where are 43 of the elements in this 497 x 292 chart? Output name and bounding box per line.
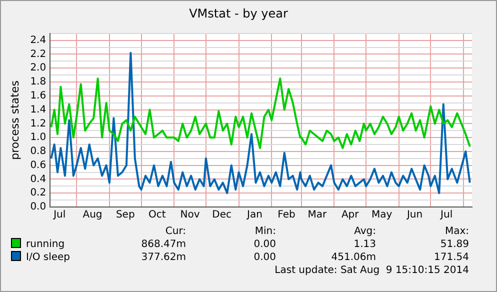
text: Max: [444, 225, 469, 238]
text: 868.47m [141, 238, 186, 251]
x-tick-label: Jul [440, 210, 453, 221]
text: 171.54 [434, 251, 469, 264]
x-tick-label: Jun [406, 210, 423, 221]
y-tick-label: 0.4 [30, 174, 46, 185]
text: Avg: [354, 225, 376, 238]
text: Cur: [165, 225, 186, 238]
x-tick-label: Feb [278, 210, 296, 221]
text: Last update: Sat Aug 9 15:10:15 2014 [274, 264, 469, 277]
legend-label: running [25, 238, 65, 251]
x-tick-label: Oct [148, 210, 166, 221]
legend-label: I/O sleep [25, 251, 70, 264]
y-tick-label: 1.8 [30, 76, 46, 88]
y-tick-label: 2.0 [30, 62, 46, 74]
x-tick-label: Nov [180, 210, 200, 221]
chart-title: VMstat - by year [189, 6, 288, 20]
y-tick-label: 2.2 [30, 48, 46, 60]
x-tick-label: May [372, 210, 392, 221]
text: 451.06m [331, 251, 376, 264]
y-tick-label: 2.4 [30, 34, 46, 46]
text: 0.00 [254, 251, 276, 264]
text: 0.00 [254, 238, 276, 251]
text: Min: [254, 225, 276, 238]
x-tick-label: Jul [52, 210, 66, 221]
text: 51.89 [440, 238, 469, 251]
y-tick-label: 1.0 [30, 132, 46, 144]
y-tick-label: 0.6 [30, 160, 46, 171]
y-tick-label: 1.4 [30, 104, 46, 116]
x-tick-label: Aug [82, 210, 102, 221]
x-tick-label: Dec [212, 210, 232, 221]
y-tick-label: 1.6 [30, 90, 46, 102]
y-axis-title: process states [8, 80, 22, 160]
y-tick-label: 0.2 [30, 188, 46, 199]
x-tick-label: Jan [246, 210, 262, 221]
x-tick-label: Apr [341, 210, 360, 221]
y-tick-label: 1.2 [30, 118, 46, 130]
y-tick-label: 0.0 [30, 202, 46, 213]
x-tick-label: Sep [116, 210, 135, 221]
y-tick-label: 0.8 [30, 146, 46, 158]
text: 1.13 [354, 238, 376, 251]
text: 377.62m [141, 251, 186, 264]
x-tick-label: Mar [308, 210, 328, 221]
